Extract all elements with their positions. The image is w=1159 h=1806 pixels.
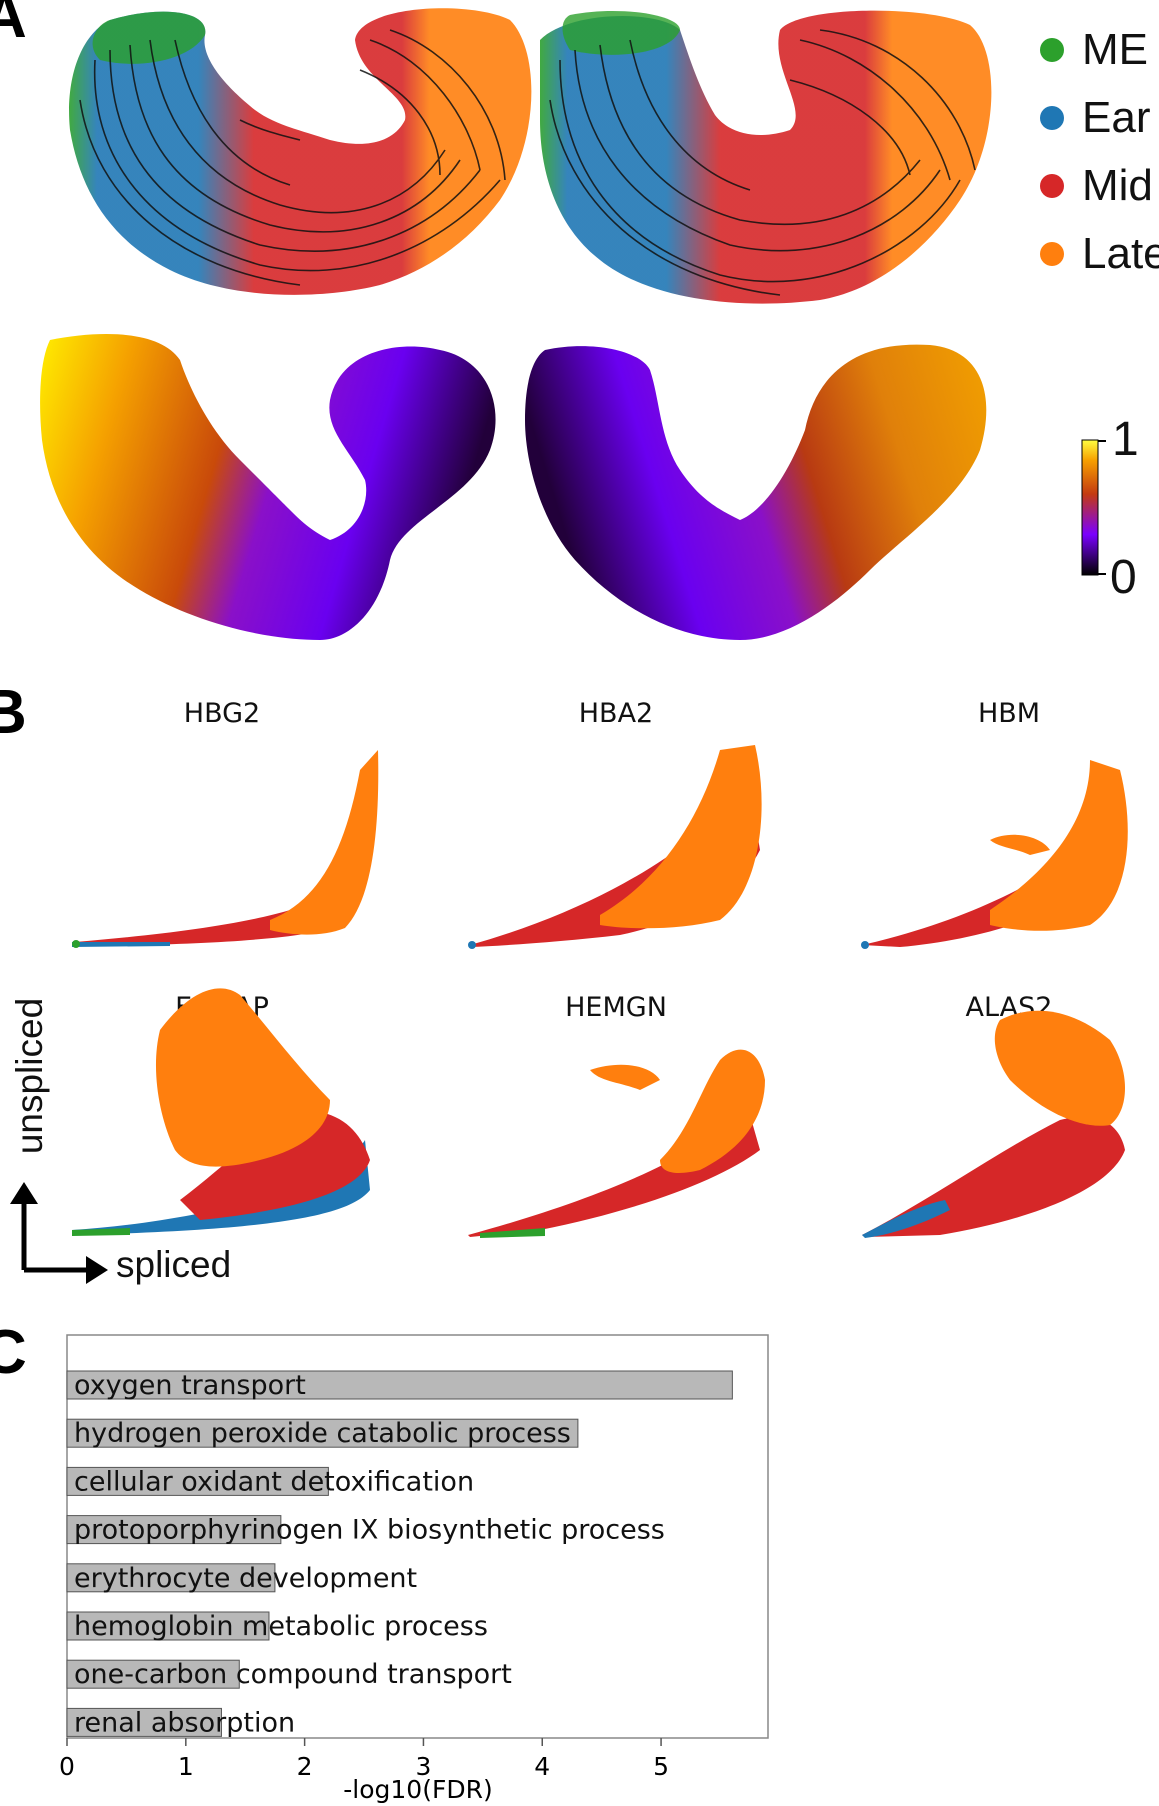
gene-title-hba2: HBA2 xyxy=(578,698,654,729)
phase-portrait-hbm xyxy=(861,760,1128,949)
x-axis-label: -log10(FDR) xyxy=(343,1775,492,1804)
legend-dot-icon xyxy=(1040,174,1064,198)
bar-7 xyxy=(66,1707,222,1737)
bar-label-2: cellular oxidant detoxification xyxy=(74,1466,474,1497)
bar-1 xyxy=(66,1418,579,1448)
legend-dot-icon xyxy=(1040,242,1064,266)
axes-arrow-icon xyxy=(21,1198,92,1273)
legend-dot-icon xyxy=(1040,106,1064,130)
bar-label-5: hemoglobin metabolic process xyxy=(74,1611,488,1642)
x-tick-label-4: 4 xyxy=(534,1752,550,1781)
bar-6 xyxy=(66,1659,240,1689)
phase-portrait-hbg2 xyxy=(72,750,379,948)
gene-title-hbm: HBM xyxy=(977,698,1041,729)
gene-title-hemgn: HEMGN xyxy=(565,992,667,1023)
bar-3 xyxy=(66,1515,282,1545)
phase-portrait-ermap xyxy=(72,988,370,1236)
bar-label-6: one-carbon compound transport xyxy=(74,1659,512,1690)
pseudotime-embedding-right xyxy=(525,344,987,640)
legend-item-mid: Mid xyxy=(1040,161,1153,210)
bar-0 xyxy=(66,1370,733,1400)
gene-title-hbg2: HBG2 xyxy=(183,698,261,729)
bar-5 xyxy=(66,1611,270,1641)
pseudotime-embedding-left xyxy=(40,334,496,640)
x-tick-label-1: 1 xyxy=(178,1752,194,1781)
panel-a-figure xyxy=(40,8,1106,640)
legend-item-me: ME xyxy=(1040,25,1148,74)
panel-letter-a: A xyxy=(0,0,27,51)
enrichment-bar-chart: oxygen transport hydrogen peroxide catabo… xyxy=(59,1334,769,1804)
x-axis-label-spliced: spliced xyxy=(116,1244,232,1285)
legend-label-me: ME xyxy=(1082,25,1148,74)
bar-label-1: hydrogen peroxide catabolic process xyxy=(74,1418,571,1449)
colorbar xyxy=(1081,439,1099,576)
phase-portraits xyxy=(10,745,1128,1284)
bar-label-0: oxygen transport xyxy=(74,1370,306,1401)
y-axis-label-unspliced: unspliced xyxy=(9,997,50,1155)
phase-portrait-hba2 xyxy=(468,745,762,949)
legend-label-early: Ear xyxy=(1082,93,1151,142)
phase-portrait-alas2 xyxy=(862,1010,1125,1238)
legend-item-late: Late xyxy=(1040,229,1159,278)
x-tick-label-3: 3 xyxy=(415,1752,431,1781)
bar-label-4: erythrocyte development xyxy=(74,1563,417,1594)
velocity-embedding-left xyxy=(69,8,532,295)
x-tick-label-5: 5 xyxy=(653,1752,669,1781)
velocity-embedding-right xyxy=(540,10,992,304)
x-tick-label-0: 0 xyxy=(59,1752,75,1781)
legend-label-mid: Mid xyxy=(1082,161,1153,210)
panel-letter-b: B xyxy=(0,678,27,747)
legend-label-late: Late xyxy=(1082,229,1159,278)
bar-label-3: protoporphyrinogen IX biosynthetic proce… xyxy=(74,1515,665,1546)
legend-item-early: Ear xyxy=(1040,93,1151,142)
bar-4 xyxy=(66,1563,276,1593)
bar-2 xyxy=(66,1466,329,1496)
phase-portrait-hemgn xyxy=(468,1049,765,1238)
x-tick-label-2: 2 xyxy=(297,1752,313,1781)
colorbar-max-label: 1 xyxy=(1112,413,1139,466)
bar-label-7: renal absorption xyxy=(74,1707,295,1738)
colorbar-min-label: 0 xyxy=(1110,551,1137,604)
panel-letter-c: C xyxy=(0,1318,27,1387)
legend-dot-icon xyxy=(1040,38,1064,62)
